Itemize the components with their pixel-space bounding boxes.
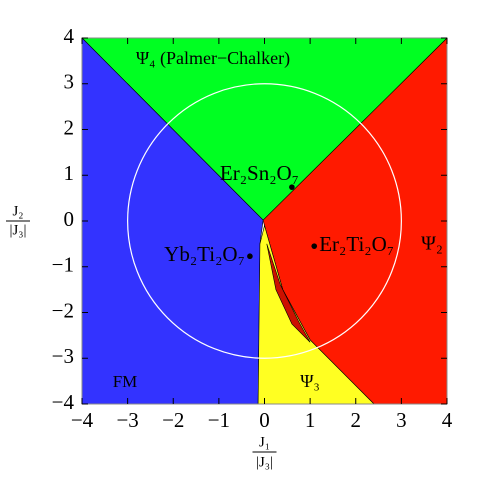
region-label: Ψ₄ (Palmer−Chalker): [136, 48, 290, 69]
x-tick-label: −4: [71, 408, 94, 432]
y-tick-label: 2: [64, 115, 75, 139]
y-tick-label: 0: [64, 207, 75, 231]
y-tick-label: −3: [52, 344, 74, 368]
y-tick-label: 3: [64, 70, 75, 94]
y-tick-label: 1: [64, 161, 75, 185]
material-point: [311, 243, 318, 249]
reference-circle: [127, 83, 402, 359]
point-label: Er₂Sn₂O₇: [220, 161, 299, 185]
phase-region: [266, 243, 311, 343]
region-label: Ψ₂: [421, 233, 443, 255]
x-tick-label: 0: [259, 408, 270, 432]
point-label: Er₂Ti₂O₇: [319, 232, 394, 256]
x-tick-label: 4: [442, 408, 453, 432]
y-axis-label: |J₃|: [9, 222, 26, 238]
material-point: [247, 253, 253, 260]
x-tick-label: 1: [305, 408, 316, 432]
x-axis-label: |J₃|: [256, 454, 273, 470]
x-tick-label: −3: [116, 408, 138, 432]
point-label: Yb₂Ti₂O₇: [164, 242, 245, 266]
y-tick-label: −2: [52, 298, 74, 322]
y-tick-label: −4: [52, 390, 75, 414]
x-tick-label: 3: [396, 408, 407, 432]
x-tick-label: −1: [208, 408, 230, 432]
x-tick-label: 2: [351, 408, 362, 432]
y-tick-label: 4: [64, 24, 75, 48]
y-tick-label: −1: [52, 253, 74, 277]
x-tick-label: −2: [162, 408, 184, 432]
x-axis-label: J₁: [259, 434, 270, 450]
y-axis-label: J₂: [12, 203, 23, 219]
material-point: [289, 184, 295, 190]
region-label: Ψ₃: [300, 371, 320, 391]
region-label: FM: [113, 372, 138, 391]
